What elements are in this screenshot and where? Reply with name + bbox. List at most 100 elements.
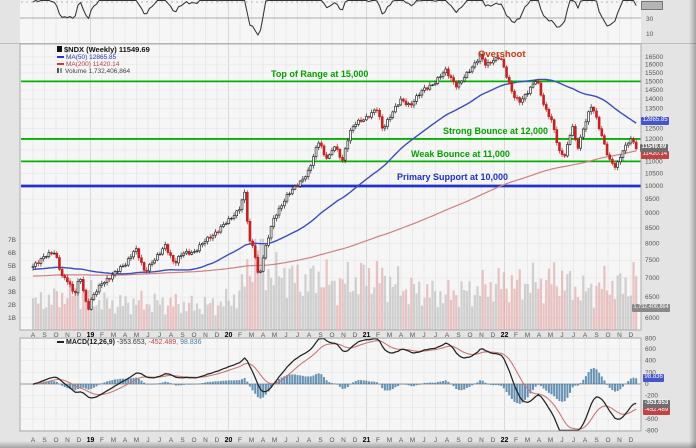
- svg-text:M: M: [410, 332, 415, 339]
- svg-text:O: O: [53, 332, 58, 339]
- svg-text:400: 400: [645, 358, 656, 365]
- svg-text:9500: 9500: [645, 196, 660, 203]
- svg-text:M: M: [548, 437, 553, 444]
- svg-text:N: N: [203, 437, 208, 444]
- svg-text:D: D: [215, 437, 220, 444]
- svg-text:O: O: [467, 437, 472, 444]
- macd-signal-value: -452.489,: [148, 339, 179, 346]
- svg-text:S: S: [594, 332, 599, 339]
- svg-text:A: A: [445, 437, 450, 444]
- svg-text:N: N: [341, 437, 346, 444]
- lvl-layer: [21, 80, 641, 188]
- svg-text:6500: 6500: [645, 294, 660, 301]
- svg-text:S: S: [180, 437, 185, 444]
- svg-text:A: A: [169, 332, 174, 339]
- macd-label: MACD(12,26,9): [66, 339, 116, 346]
- svg-text:A: A: [399, 332, 404, 339]
- macd-hist-value-box: 98.836: [643, 374, 665, 382]
- svg-text:F: F: [376, 437, 380, 444]
- svg-text:7500: 7500: [645, 257, 660, 264]
- ma50-legend-row: MA(50) 12865.85: [57, 54, 150, 61]
- labels-layer: 1650016000155001500014500140001350013000…: [8, 54, 663, 444]
- macd-value-box: -353.653: [643, 400, 670, 408]
- svg-text:N: N: [65, 437, 70, 444]
- svg-text:10: 10: [646, 31, 654, 38]
- svg-text:A: A: [445, 332, 450, 339]
- svg-text:A: A: [31, 332, 36, 339]
- volume-legend: Volume 1,732,406,864: [65, 68, 131, 75]
- svg-text:S: S: [180, 332, 185, 339]
- svg-text:N: N: [203, 332, 208, 339]
- svg-text:J: J: [284, 332, 287, 339]
- svg-text:S: S: [594, 437, 599, 444]
- svg-text:F: F: [238, 332, 242, 339]
- svg-text:5B: 5B: [8, 263, 16, 270]
- main-chart-legend: $NDX (Weekly) 11549.69 MA(50) 12865.85 M…: [57, 46, 150, 75]
- svg-text:O: O: [329, 332, 334, 339]
- svg-text:15000: 15000: [645, 78, 663, 85]
- annotation-weak-bounce: Weak Bounce at 11,000: [411, 149, 510, 159]
- svg-text:F: F: [100, 437, 104, 444]
- svg-text:13500: 13500: [645, 106, 663, 113]
- svg-text:M: M: [134, 437, 139, 444]
- svg-text:10000: 10000: [645, 183, 663, 190]
- svg-text:J: J: [572, 332, 575, 339]
- top-indicator-value-box: [641, 1, 663, 10]
- ma50-value-box: 12865.85: [641, 117, 670, 125]
- svg-text:M: M: [249, 437, 254, 444]
- ma200-legend: MA(200) 11420.14: [66, 61, 120, 68]
- svg-text:M: M: [387, 332, 392, 339]
- svg-text:F: F: [100, 332, 104, 339]
- svg-text:N: N: [479, 332, 484, 339]
- svg-text:A: A: [399, 437, 404, 444]
- svg-text:12000: 12000: [645, 136, 663, 143]
- macd-layer: [20, 337, 641, 432]
- svg-text:-600: -600: [645, 416, 658, 423]
- svg-text:A: A: [307, 437, 312, 444]
- svg-text:S: S: [318, 437, 323, 444]
- svg-text:J: J: [296, 437, 299, 444]
- svg-text:F: F: [238, 437, 242, 444]
- svg-text:D: D: [353, 437, 358, 444]
- svg-text:N: N: [65, 332, 70, 339]
- svg-text:19: 19: [87, 332, 95, 339]
- svg-text:J: J: [146, 332, 149, 339]
- svg-text:M: M: [134, 332, 139, 339]
- svg-text:N: N: [617, 437, 622, 444]
- macd-legend: MACD(12,26,9) -353.653, -452.489, 98.836: [57, 339, 201, 346]
- svg-text:O: O: [329, 437, 334, 444]
- svg-text:6B: 6B: [8, 250, 16, 257]
- svg-text:S: S: [456, 332, 461, 339]
- svg-text:800: 800: [645, 336, 656, 343]
- candles-layer: [31, 51, 638, 311]
- svg-text:S: S: [456, 437, 461, 444]
- ma50-line-icon: [57, 55, 64, 58]
- svg-text:D: D: [77, 437, 82, 444]
- svg-text:J: J: [422, 332, 425, 339]
- svg-text:J: J: [146, 437, 149, 444]
- svg-text:15500: 15500: [645, 70, 663, 77]
- svg-text:O: O: [605, 437, 610, 444]
- svg-text:J: J: [158, 332, 161, 339]
- svg-text:M: M: [272, 437, 277, 444]
- svg-text:A: A: [123, 437, 128, 444]
- svg-text:D: D: [77, 332, 82, 339]
- svg-text:J: J: [560, 437, 563, 444]
- svg-text:M: M: [111, 437, 116, 444]
- svg-text:30: 30: [646, 16, 654, 23]
- right-edge-shadow: [689, 0, 696, 448]
- symbol-title-row: $NDX (Weekly) 11549.69: [57, 46, 150, 54]
- svg-text:16500: 16500: [645, 54, 663, 61]
- svg-text:A: A: [537, 437, 542, 444]
- svg-text:D: D: [629, 437, 634, 444]
- macd-hist-value: 98.836: [180, 339, 202, 346]
- svg-text:20: 20: [225, 332, 233, 339]
- ma50-legend: MA(50) 12865.85: [66, 54, 117, 61]
- svg-text:21: 21: [363, 437, 371, 444]
- svg-text:14000: 14000: [645, 96, 663, 103]
- svg-text:N: N: [617, 332, 622, 339]
- svg-text:A: A: [583, 332, 588, 339]
- svg-text:22: 22: [501, 437, 509, 444]
- svg-text:O: O: [191, 437, 196, 444]
- svg-text:D: D: [491, 332, 496, 339]
